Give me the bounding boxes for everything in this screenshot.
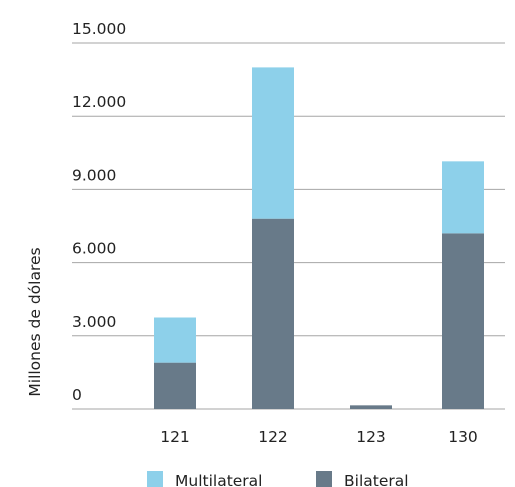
x-tick-label: 123 (356, 428, 386, 446)
legend-label-multilateral: Multilateral (175, 472, 262, 487)
y-axis-ticks: 0 3.000 6.000 9.000 12.000 15.000 (72, 20, 126, 404)
x-tick-label: 121 (160, 428, 190, 446)
y-tick-label: 6.000 (72, 240, 116, 258)
legend: Multilateral Bilateral (147, 471, 409, 487)
bar-multilateral-130 (442, 161, 484, 234)
bar-bilateral-123 (350, 405, 392, 409)
bar-bilateral-130 (442, 233, 484, 409)
y-axis-title: Millones de dólares (26, 247, 44, 396)
x-tick-label: 130 (448, 428, 478, 446)
bar-bilateral-121 (154, 362, 196, 409)
legend-swatch-multilateral (147, 471, 163, 487)
y-tick-label: 3.000 (72, 313, 116, 331)
y-tick-label: 12.000 (72, 93, 126, 111)
bar-multilateral-122 (252, 67, 294, 219)
bar-bilateral-122 (252, 218, 294, 409)
y-tick-label: 15.000 (72, 20, 126, 38)
y-tick-label: 9.000 (72, 166, 116, 184)
legend-label-bilateral: Bilateral (344, 472, 409, 487)
bars (154, 67, 484, 409)
y-tick-label: 0 (72, 386, 82, 404)
legend-swatch-bilateral (316, 471, 332, 487)
bar-multilateral-121 (154, 317, 196, 363)
x-axis-ticks: 121 122 123 130 (160, 428, 478, 446)
x-tick-label: 122 (258, 428, 288, 446)
